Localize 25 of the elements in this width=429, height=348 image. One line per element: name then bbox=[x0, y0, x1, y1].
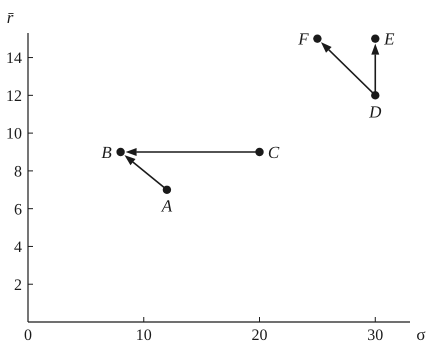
point bbox=[313, 34, 322, 43]
annotation: F bbox=[297, 30, 310, 49]
x-tick-label: 30 bbox=[367, 327, 384, 344]
y-tick-label: 4 bbox=[14, 239, 22, 256]
y-tick-label: 2 bbox=[14, 276, 22, 294]
annotation: D bbox=[368, 102, 382, 122]
annotation: B bbox=[101, 142, 112, 162]
annotation: E bbox=[383, 30, 396, 49]
point bbox=[371, 91, 380, 100]
point bbox=[162, 186, 172, 194]
annotation: C bbox=[268, 142, 280, 162]
point bbox=[116, 148, 125, 156]
x-axis-title: σ bbox=[416, 325, 426, 344]
x-tick-label: 20 bbox=[252, 327, 268, 344]
x-tick-label: 0 bbox=[24, 327, 32, 344]
y-tick-label: 12 bbox=[6, 88, 22, 105]
point bbox=[255, 148, 264, 156]
y-axis-title: r̄ bbox=[6, 8, 14, 27]
y-tick-label: 8 bbox=[14, 163, 22, 180]
point bbox=[371, 34, 380, 43]
annotation: A bbox=[160, 196, 173, 216]
y-tick-label: 10 bbox=[6, 126, 22, 143]
y-tick-label: 6 bbox=[14, 201, 22, 218]
y-tick-label: 14 bbox=[6, 50, 22, 68]
x-tick-label: 10 bbox=[136, 327, 152, 344]
